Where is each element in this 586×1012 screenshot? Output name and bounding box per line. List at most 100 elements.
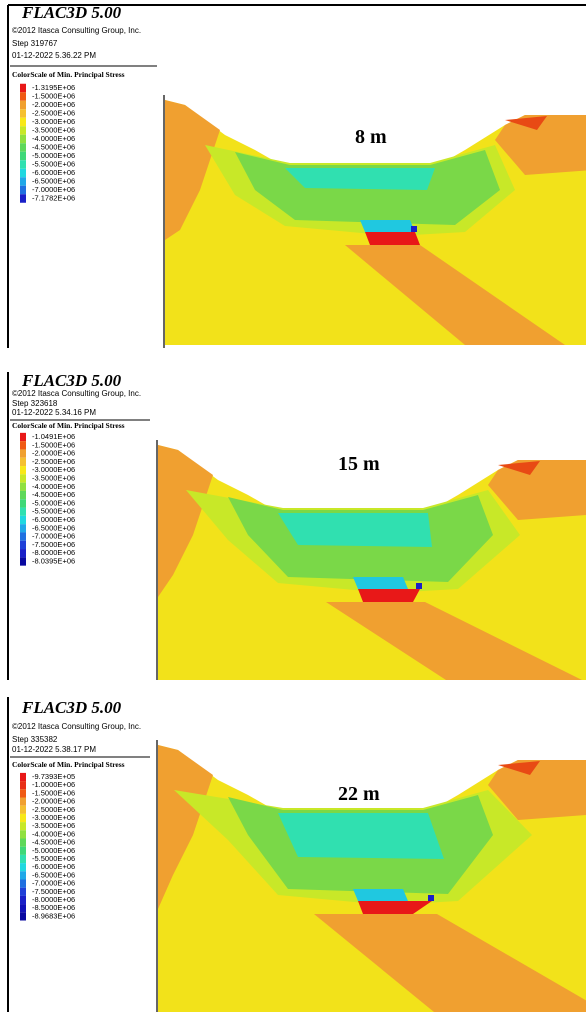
legend-label: -1.3195E+06 xyxy=(32,83,75,92)
legend-label: -6.5000E+06 xyxy=(32,176,75,185)
legend-label: -8.0000E+06 xyxy=(32,895,75,904)
colorscale-title: ColorScale of Min. Principal Stress xyxy=(12,70,125,79)
stress-zone xyxy=(158,445,213,597)
legend-label: -4.5000E+06 xyxy=(32,490,75,499)
legend-label: -6.0000E+06 xyxy=(32,168,75,177)
stress-zone xyxy=(358,589,420,602)
legend-label: -8.0000E+06 xyxy=(32,548,75,557)
legend-swatch xyxy=(20,126,26,135)
legend-label: -4.0000E+06 xyxy=(32,482,75,491)
legend-swatch xyxy=(20,432,26,442)
stress-zone xyxy=(158,745,213,909)
legend-swatch xyxy=(20,177,26,186)
legend-swatch xyxy=(20,524,26,533)
legend-label: -7.0000E+06 xyxy=(32,532,75,541)
legend-label: -7.1782E+06 xyxy=(32,193,75,202)
legend-swatch xyxy=(20,879,26,888)
excavation-blue xyxy=(428,895,434,901)
legend-swatch xyxy=(20,457,26,467)
stress-zone xyxy=(285,168,435,190)
legend-swatch xyxy=(20,160,26,169)
legend-label: -1.5000E+06 xyxy=(32,440,75,449)
depth-label: 8 m xyxy=(355,126,387,148)
contour-shapes xyxy=(158,745,586,1012)
legend-label: -8.9683E+06 xyxy=(32,911,75,920)
legend-label: -3.0000E+06 xyxy=(32,813,75,822)
legend-label: -7.5000E+06 xyxy=(32,887,75,896)
legend-label: -5.5000E+06 xyxy=(32,854,75,863)
app-title: FLAC3D 5.00 xyxy=(21,3,122,22)
legend-swatch xyxy=(20,540,26,550)
contour-plot xyxy=(158,745,586,1012)
date: 01-12-2022 5.34.16 PM xyxy=(12,408,96,417)
legend-label: -6.0000E+06 xyxy=(32,515,75,524)
legend-label: -8.0395E+06 xyxy=(32,556,75,565)
legend-label: -4.5000E+06 xyxy=(32,142,75,151)
legend-label: -3.5000E+06 xyxy=(32,125,75,134)
stress-zone xyxy=(495,115,586,175)
legend-label: -1.5000E+06 xyxy=(32,91,75,100)
stress-zone xyxy=(488,460,586,520)
legend-label: -3.0000E+06 xyxy=(32,117,75,126)
legend-swatch xyxy=(20,185,26,195)
legend-swatch xyxy=(20,117,26,127)
legend-label: -7.0000E+06 xyxy=(32,879,75,888)
legend-swatch xyxy=(20,449,26,458)
legend-label: -1.0491E+06 xyxy=(32,432,75,441)
date: 01-12-2022 5.36.22 PM xyxy=(12,51,96,60)
date: 01-12-2022 5.38.17 PM xyxy=(12,745,96,754)
legend-swatch xyxy=(20,813,26,823)
step: Step 319767 xyxy=(12,39,58,48)
legend-swatch xyxy=(20,895,26,905)
legend-swatch xyxy=(20,151,26,161)
step: Step 335382 xyxy=(12,735,58,744)
legend-label: -1.5000E+06 xyxy=(32,788,75,797)
legend-label: -6.5000E+06 xyxy=(32,870,75,879)
copyright: ©2012 Itasca Consulting Group, Inc. xyxy=(12,722,141,731)
legend-label: -2.5000E+06 xyxy=(32,108,75,117)
legend-swatch xyxy=(20,871,26,880)
legend-label: -2.0000E+06 xyxy=(32,449,75,458)
depth-label: 22 m xyxy=(338,783,380,805)
legend-label: -2.5000E+06 xyxy=(32,457,75,466)
legend-swatch xyxy=(20,557,26,566)
legend-swatch xyxy=(20,466,26,475)
legend-label: -3.5000E+06 xyxy=(32,821,75,830)
legend-swatch xyxy=(20,92,26,101)
stress-zone xyxy=(314,914,586,1012)
stress-zone xyxy=(345,245,565,345)
legend-swatch xyxy=(20,781,26,790)
legend-label: -4.5000E+06 xyxy=(32,838,75,847)
legend-swatch xyxy=(20,863,26,872)
legend-swatch xyxy=(20,143,26,152)
legend-swatch xyxy=(20,887,26,896)
stress-zone xyxy=(365,232,420,245)
legend-label: -5.0000E+06 xyxy=(32,151,75,160)
copyright: ©2012 Itasca Consulting Group, Inc. xyxy=(12,389,141,398)
legend-swatch xyxy=(20,507,26,516)
legend-swatch xyxy=(20,789,26,798)
stress-zone xyxy=(360,220,415,232)
legend-label: -5.0000E+06 xyxy=(32,498,75,507)
legend-label: -2.5000E+06 xyxy=(32,805,75,814)
legend-swatch xyxy=(20,838,26,847)
stress-zone xyxy=(165,100,220,240)
legend-swatch xyxy=(20,846,26,855)
legend-label: -6.0000E+06 xyxy=(32,862,75,871)
legend-label: -1.0000E+06 xyxy=(32,780,75,789)
contour-shapes xyxy=(165,100,586,345)
legend-label: -5.5000E+06 xyxy=(32,507,75,516)
legend-swatch xyxy=(20,912,26,921)
legend-swatch xyxy=(20,194,26,203)
legend-label: -6.5000E+06 xyxy=(32,523,75,532)
panel: FLAC3D 5.00 ©2012 Itasca Consulting Group… xyxy=(7,3,586,348)
excavation-blue xyxy=(411,226,417,232)
contour-shapes xyxy=(158,445,586,680)
legend-label: -3.0000E+06 xyxy=(32,465,75,474)
legend-label: -7.5000E+06 xyxy=(32,540,75,549)
legend-label: -4.0000E+06 xyxy=(32,134,75,143)
stress-zone xyxy=(498,461,540,475)
colorscale-title: ColorScale of Min. Principal Stress xyxy=(12,760,125,769)
step: Step 323618 xyxy=(12,399,58,408)
